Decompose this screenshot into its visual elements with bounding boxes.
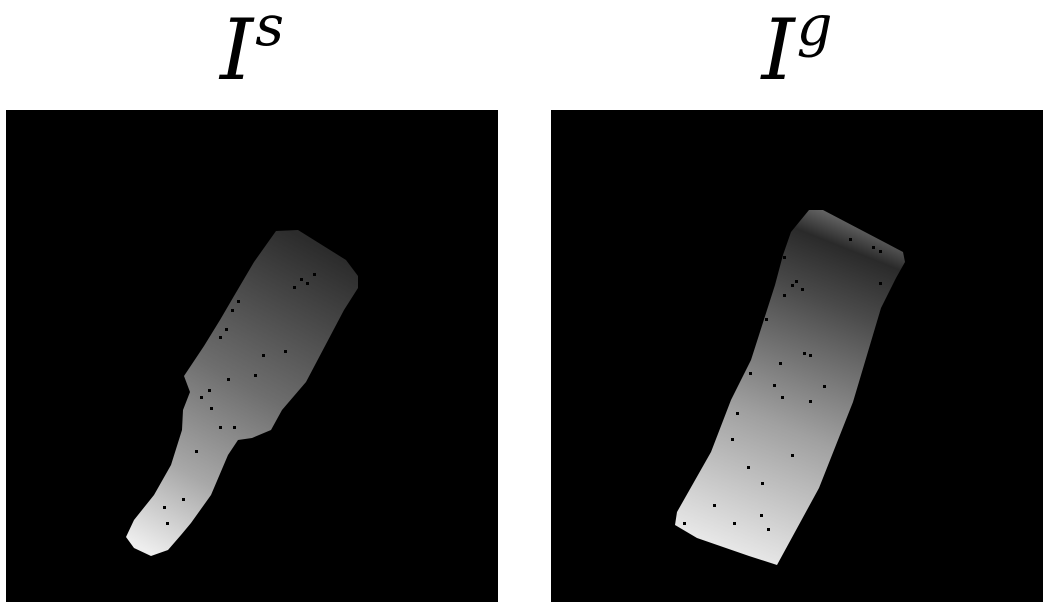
- goal-depth-image: [551, 110, 1043, 602]
- goal-image-title: Ig: [551, 0, 1043, 108]
- source-depth-image: [6, 110, 498, 602]
- bottle-shape: [126, 230, 358, 556]
- goal-image-title-text: Ig: [761, 0, 833, 99]
- source-image-title: Is: [6, 0, 498, 108]
- box-depth-map: [551, 110, 1043, 602]
- bottle-depth-map: [6, 110, 498, 602]
- goal-image-figure: Ig: [551, 0, 1043, 606]
- box-shape: [675, 210, 905, 565]
- source-image-title-text: Is: [220, 0, 284, 99]
- source-image-figure: Is: [6, 0, 498, 606]
- missing-pixel-dots: [683, 238, 882, 531]
- missing-pixel-dots: [163, 273, 316, 525]
